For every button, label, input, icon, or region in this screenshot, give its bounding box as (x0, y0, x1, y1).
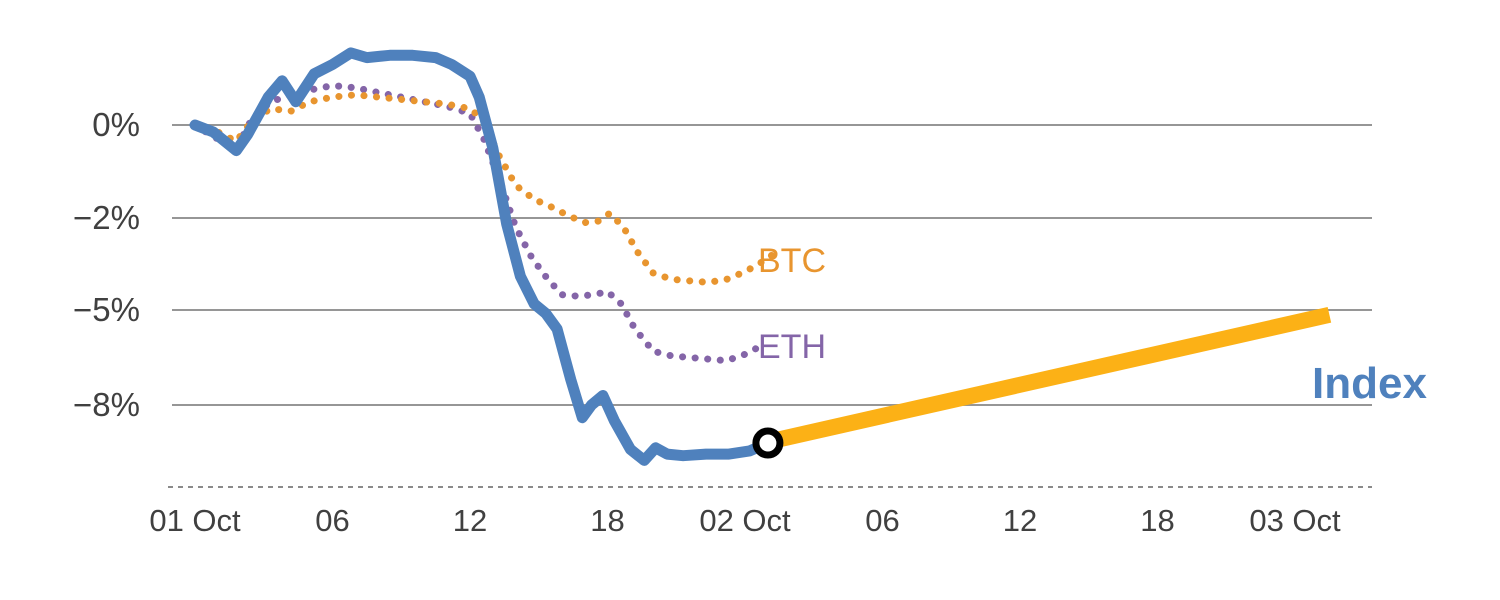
btc-series-label: BTC (758, 242, 826, 280)
y-tick-label: 0% (92, 106, 140, 143)
eth-series-label: ETH (758, 328, 826, 366)
x-tick-label: 12 (1003, 503, 1037, 538)
eth-series-line (191, 82, 767, 365)
x-tick-label: 01 Oct (149, 503, 241, 538)
index-series-line (189, 47, 774, 466)
x-tick-label: 06 (315, 503, 349, 538)
projection-start-marker (752, 427, 784, 459)
x-tick-label: 03 Oct (1249, 503, 1341, 538)
x-tick-label: 06 (865, 503, 899, 538)
y-tick-label: −5% (73, 291, 140, 328)
x-tick-label: 18 (1140, 503, 1174, 538)
y-tick-label: −8% (73, 386, 140, 423)
x-tick-label: 02 Oct (699, 503, 791, 538)
index-series-label: Index (1312, 359, 1427, 408)
x-tick-label: 18 (590, 503, 624, 538)
projection-series-line (775, 306, 1332, 448)
x-tick-label: 12 (453, 503, 487, 538)
y-tick-label: −2% (73, 199, 140, 236)
